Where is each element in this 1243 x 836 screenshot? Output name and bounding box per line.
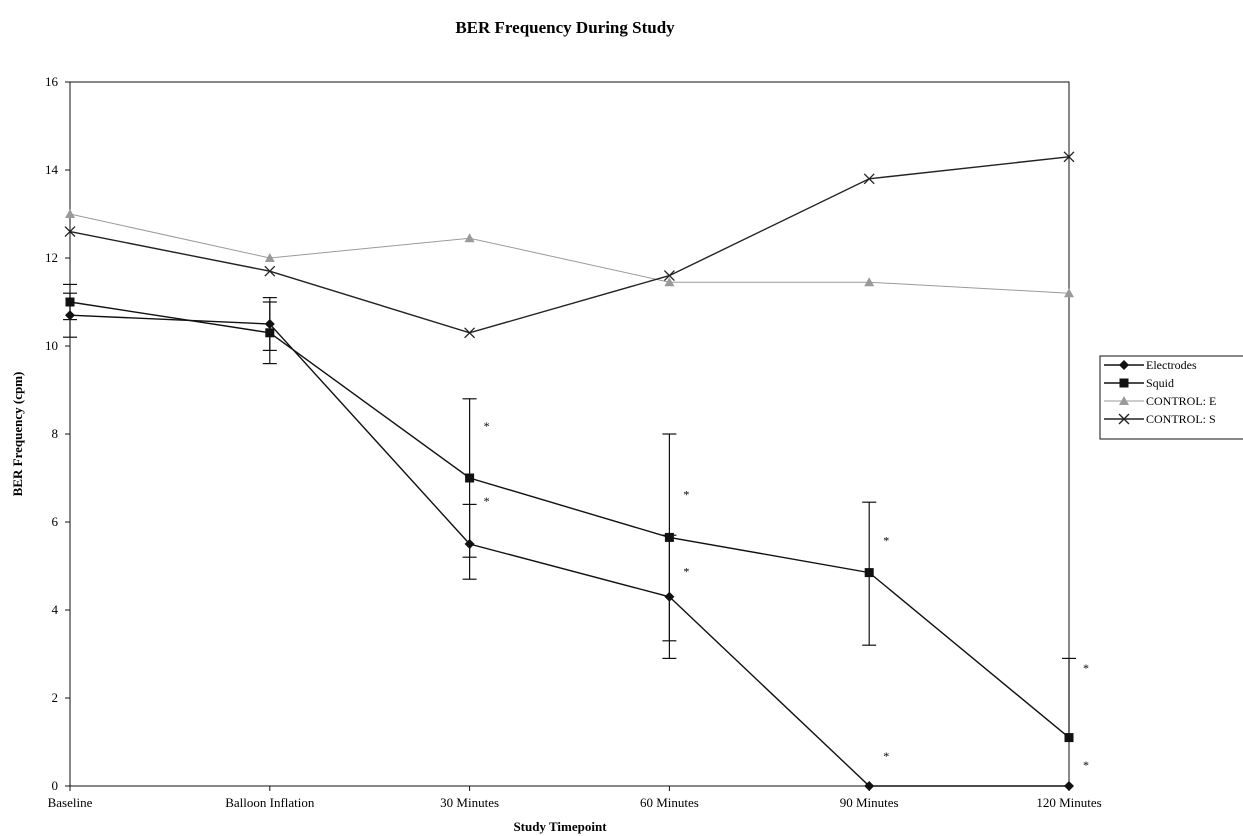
legend-marker-stroke xyxy=(1118,413,1130,425)
data-point xyxy=(264,265,276,277)
legend-marker xyxy=(1119,360,1129,370)
asterisk-marker: * xyxy=(683,487,689,501)
y-tick-label: 14 xyxy=(45,162,59,177)
data-point xyxy=(663,270,675,282)
data-point xyxy=(264,253,275,262)
data-point xyxy=(664,532,674,542)
data-point-stroke xyxy=(863,173,875,185)
legend-label: CONTROL: E xyxy=(1146,394,1216,408)
data-point xyxy=(1063,151,1075,163)
data-point xyxy=(1064,288,1074,298)
series-line xyxy=(69,213,1070,294)
data-point xyxy=(864,277,875,287)
significance-markers: * * * * * * * * xyxy=(484,419,1089,772)
y-tick-label: 16 xyxy=(45,74,59,89)
legend-label: CONTROL: S xyxy=(1146,412,1216,426)
x-tick-label: 60 Minutes xyxy=(640,795,699,810)
data-point-stroke xyxy=(264,265,276,277)
y-axis: 0 2 4 6 8 10 12 14 16 xyxy=(45,74,70,793)
y-axis-label: BER Frequency (cpm) xyxy=(10,372,25,497)
asterisk-marker: * xyxy=(1083,758,1089,772)
x-tick-label: 90 Minutes xyxy=(840,795,899,810)
asterisk-marker: * xyxy=(1083,661,1089,675)
legend-label: Electrodes xyxy=(1146,358,1197,372)
data-point xyxy=(664,277,675,287)
x-tick-label: 120 Minutes xyxy=(1036,795,1101,810)
data-point xyxy=(65,297,75,307)
x-tick-label: 30 Minutes xyxy=(440,795,499,810)
plot-area xyxy=(69,81,1070,787)
chart-title: BER Frequency During Study xyxy=(455,18,675,37)
series-3 xyxy=(64,151,1075,339)
asterisk-marker: * xyxy=(484,419,490,433)
asterisk-marker: * xyxy=(883,749,889,763)
x-tick-label: Baseline xyxy=(48,795,93,810)
legend-marker xyxy=(1118,413,1130,425)
legend: Electrodes Squid CONTROL: E CONTROL: S xyxy=(1099,355,1243,440)
series-line xyxy=(69,314,1069,787)
data-point xyxy=(465,473,475,483)
x-axis: Baseline Balloon Inflation 30 Minutes 60 Mi… xyxy=(48,786,1102,810)
data-point xyxy=(1064,781,1074,791)
y-tick-label: 12 xyxy=(45,250,58,265)
data-point-stroke xyxy=(663,270,675,282)
data-point xyxy=(863,173,875,185)
y-tick-label: 0 xyxy=(52,778,59,793)
asterisk-marker: * xyxy=(484,494,490,508)
data-point-stroke xyxy=(464,327,476,339)
legend-marker xyxy=(1119,396,1129,405)
y-tick-label: 10 xyxy=(45,338,58,353)
y-tick-label: 8 xyxy=(52,426,59,441)
y-tick-label: 6 xyxy=(52,514,59,529)
data-point xyxy=(1064,733,1074,743)
x-tick-label: Balloon Inflation xyxy=(225,795,315,810)
data-point xyxy=(864,781,875,791)
series-layer xyxy=(63,151,1076,791)
series-1 xyxy=(63,283,1076,743)
data-point xyxy=(64,226,76,238)
legend-label: Squid xyxy=(1146,376,1174,390)
y-tick-label: 2 xyxy=(52,690,59,705)
data-point-stroke xyxy=(1063,151,1075,163)
series-line xyxy=(69,156,1070,334)
data-point-stroke xyxy=(64,226,76,238)
series-0 xyxy=(63,292,1074,791)
series-2 xyxy=(65,209,1074,298)
legend-marker xyxy=(1119,378,1129,388)
asterisk-marker: * xyxy=(683,564,689,578)
data-point xyxy=(464,327,476,339)
x-axis-label: Study Timepoint xyxy=(513,819,607,834)
data-point xyxy=(65,209,75,218)
asterisk-marker: * xyxy=(883,534,889,548)
y-tick-label: 4 xyxy=(52,602,59,617)
series-line xyxy=(69,301,1070,739)
data-point xyxy=(464,233,475,243)
data-point xyxy=(265,328,275,338)
data-point xyxy=(864,568,874,578)
